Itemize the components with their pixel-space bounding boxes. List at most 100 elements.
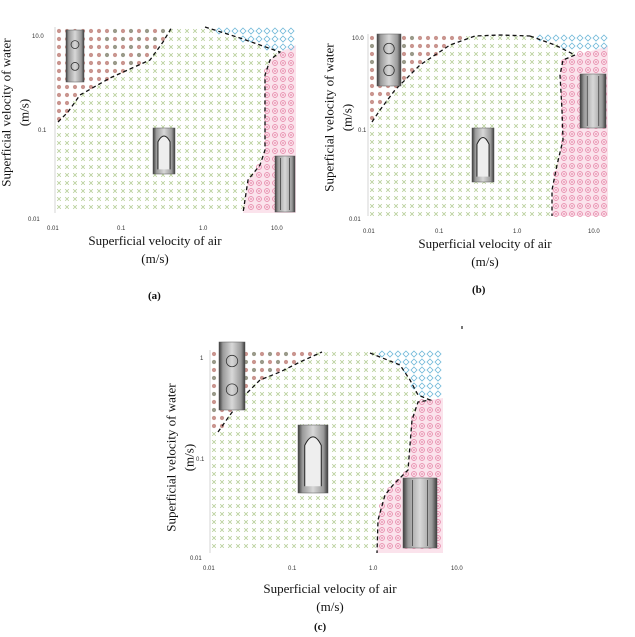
- slug-marker: [235, 487, 241, 493]
- annular-marker-center: [579, 213, 581, 215]
- slug-marker: [128, 204, 134, 210]
- slug-marker: [267, 383, 273, 389]
- slug-marker: [521, 139, 527, 145]
- annular-marker-center: [429, 465, 431, 467]
- slug-marker: [433, 195, 439, 201]
- slug-marker: [417, 83, 423, 89]
- slug-marker: [267, 487, 273, 493]
- slug-marker: [497, 147, 503, 153]
- slug-marker: [537, 131, 543, 137]
- slug-marker: [96, 204, 102, 210]
- bubble-marker: [251, 359, 257, 365]
- annular-marker-center: [571, 85, 573, 87]
- slug-marker: [347, 391, 353, 397]
- slug-marker: [160, 196, 166, 202]
- slug-marker: [267, 479, 273, 485]
- slug-marker: [521, 91, 527, 97]
- annular-marker: [387, 487, 393, 493]
- slug-marker: [545, 131, 551, 137]
- slug-marker: [449, 131, 455, 137]
- slug-marker: [248, 156, 254, 162]
- annular-marker-center: [413, 449, 415, 451]
- slug-marker: [248, 140, 254, 146]
- churn-marker: [434, 390, 442, 398]
- slug-marker: [216, 164, 222, 170]
- slug-marker: [537, 187, 543, 193]
- slug-marker: [251, 535, 257, 541]
- slug-marker: [363, 527, 369, 533]
- annular-marker: [601, 147, 607, 153]
- slug-marker: [267, 471, 273, 477]
- slug-marker: [128, 164, 134, 170]
- annular-marker-center: [595, 181, 597, 183]
- slug-marker: [395, 463, 401, 469]
- slug-marker: [379, 367, 385, 373]
- slug-marker: [64, 196, 70, 202]
- bubble-marker: [267, 351, 273, 357]
- slug-marker: [529, 99, 535, 105]
- slug-marker: [104, 124, 110, 130]
- slug-marker: [251, 423, 257, 429]
- annular-marker-center: [397, 513, 399, 515]
- slug-marker: [211, 439, 217, 445]
- churn-marker: [418, 374, 426, 382]
- slug-marker: [120, 196, 126, 202]
- slug-marker: [200, 124, 206, 130]
- annular-marker-center: [595, 197, 597, 199]
- annular-marker-center: [563, 101, 565, 103]
- slug-marker: [144, 188, 150, 194]
- annular-marker-center: [587, 197, 589, 199]
- slug-annular-boundary: [369, 352, 433, 554]
- slug-marker: [160, 116, 166, 122]
- slug-marker: [347, 367, 353, 373]
- slug-marker: [184, 92, 190, 98]
- slug-marker: [283, 527, 289, 533]
- slug-marker: [537, 75, 543, 81]
- slug-marker: [331, 423, 337, 429]
- annular-marker: [387, 543, 393, 549]
- churn-marker: [434, 350, 442, 358]
- slug-marker: [401, 195, 407, 201]
- slug-marker: [545, 139, 551, 145]
- annular-marker: [569, 203, 575, 209]
- y-axis-label-b-line1: Superficial velocity of water: [321, 43, 337, 192]
- slug-marker: [377, 187, 383, 193]
- slug-marker: [184, 188, 190, 194]
- annular-marker: [561, 83, 567, 89]
- annular-marker-center: [258, 206, 260, 208]
- slug-marker: [363, 479, 369, 485]
- slug-marker: [104, 92, 110, 98]
- slug-marker: [56, 180, 62, 186]
- annular-marker: [593, 59, 599, 65]
- annular-marker-center: [290, 150, 292, 152]
- slug-marker: [88, 188, 94, 194]
- annular-marker-center: [587, 149, 589, 151]
- slug-marker: [449, 91, 455, 97]
- slug-marker: [211, 431, 217, 437]
- slug-marker: [275, 471, 281, 477]
- annular-marker: [419, 415, 425, 421]
- annular-marker: [577, 155, 583, 161]
- slug-marker: [240, 92, 246, 98]
- churn-marker: [536, 34, 544, 42]
- annular-marker: [387, 511, 393, 517]
- churn-marker: [279, 43, 287, 51]
- slug-marker: [545, 195, 551, 201]
- slug-marker: [104, 84, 110, 90]
- slug-marker: [224, 132, 230, 138]
- annular-marker: [280, 68, 286, 74]
- annular-marker-center: [290, 78, 292, 80]
- slug-marker: [208, 36, 214, 42]
- slug-marker: [248, 124, 254, 130]
- slug-marker: [259, 519, 265, 525]
- annular-marker: [593, 139, 599, 145]
- annular-marker-center: [421, 425, 423, 427]
- slug-marker: [323, 527, 329, 533]
- slug-marker: [331, 471, 337, 477]
- slug-marker: [355, 391, 361, 397]
- annular-marker-center: [563, 117, 565, 119]
- slug-marker: [112, 172, 118, 178]
- annular-marker-center: [603, 165, 605, 167]
- slug-marker: [537, 107, 543, 113]
- slug-marker: [521, 163, 527, 169]
